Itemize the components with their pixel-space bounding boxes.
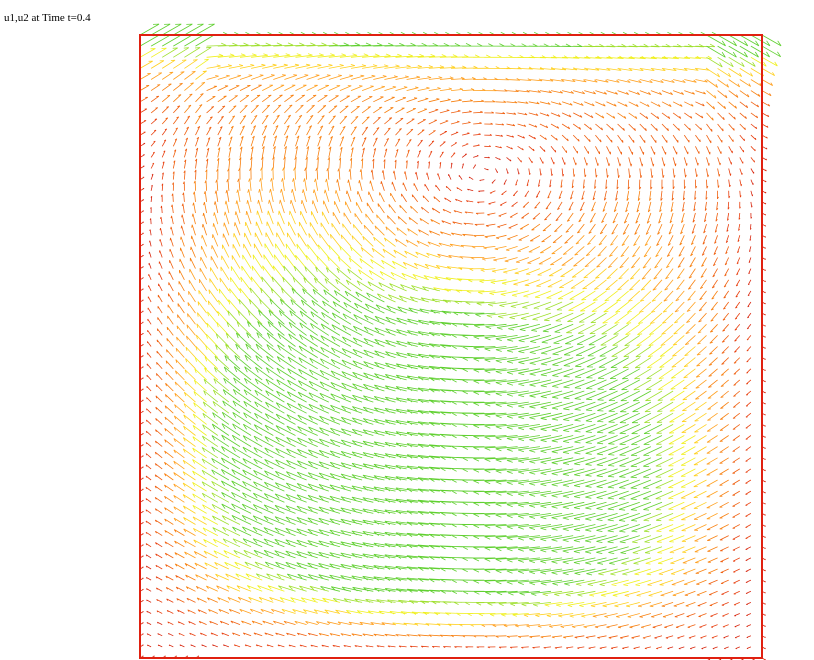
arrow-group bbox=[140, 24, 781, 595]
arrow-field bbox=[140, 24, 781, 660]
vector-plot bbox=[0, 0, 814, 660]
page: u1,u2 at Time t=0.4 bbox=[0, 0, 814, 660]
plot-title: u1,u2 at Time t=0.4 bbox=[4, 12, 91, 24]
arrow-group bbox=[140, 83, 771, 638]
